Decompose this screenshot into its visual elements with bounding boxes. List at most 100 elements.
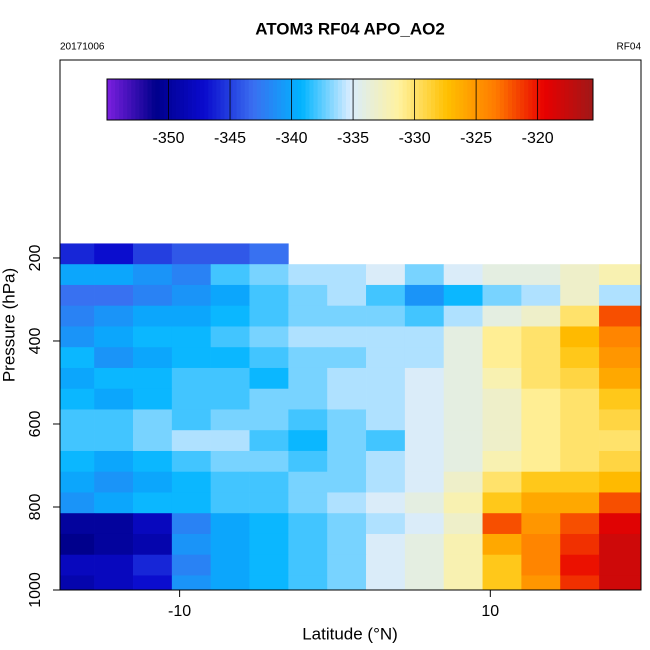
heatmap-cell xyxy=(210,513,250,535)
heatmap-cell xyxy=(210,347,250,369)
heatmap-cell xyxy=(210,533,250,556)
colorbar-swatch xyxy=(167,79,173,120)
heatmap-cell xyxy=(60,388,95,410)
colorbar-swatch xyxy=(196,79,201,120)
heatmap-cell xyxy=(133,492,173,514)
heatmap-cell xyxy=(133,409,173,431)
heatmap-cell xyxy=(560,326,600,348)
colorbar-swatch xyxy=(151,79,156,120)
heatmap-cell xyxy=(599,305,641,327)
heatmap-cell xyxy=(171,575,211,590)
heatmap-cell xyxy=(366,450,406,473)
heatmap-cell xyxy=(327,388,367,410)
heatmap-cell xyxy=(366,554,406,576)
heatmap-cell xyxy=(443,575,483,590)
colorbar-swatch xyxy=(536,79,541,120)
colorbar-swatch xyxy=(516,79,521,120)
colorbar-swatch xyxy=(244,79,250,120)
heatmap-cell xyxy=(599,492,641,514)
heatmap-cell xyxy=(366,492,406,514)
heatmap-cell xyxy=(560,430,600,452)
colorbar-swatch xyxy=(422,79,428,120)
heatmap-cell xyxy=(599,409,641,431)
heatmap-cell xyxy=(482,409,522,431)
heatmap-cell xyxy=(599,430,641,452)
subtitle-right: RF04 xyxy=(617,42,642,53)
heatmap-cell xyxy=(599,388,641,410)
heatmap-cell xyxy=(133,367,173,390)
heatmap-cell xyxy=(366,430,406,452)
heatmap-cell xyxy=(443,430,483,452)
subtitle-left: 20171006 xyxy=(60,42,105,53)
colorbar-swatch xyxy=(252,79,258,120)
heatmap-cell xyxy=(443,554,483,576)
heatmap-cell xyxy=(521,367,561,390)
colorbar-tick-label: -340 xyxy=(276,130,308,147)
colorbar-swatch xyxy=(406,79,412,120)
heatmap-cell xyxy=(60,513,95,535)
colorbar-swatch xyxy=(183,79,189,120)
colorbar-swatch xyxy=(236,79,242,120)
heatmap-cell xyxy=(327,533,367,556)
heatmap-cell xyxy=(133,430,173,452)
colorbar-swatch xyxy=(520,79,525,120)
colorbar-swatch xyxy=(362,79,367,120)
y-axis-label: Pressure (hPa) xyxy=(0,268,18,382)
heatmap-cell xyxy=(327,450,367,473)
colorbar-tick-label: -325 xyxy=(460,130,492,147)
heatmap-cell xyxy=(133,388,173,410)
heatmap-cell xyxy=(60,450,95,473)
heatmap-cell xyxy=(521,450,561,473)
heatmap-cell xyxy=(521,471,561,493)
heatmap-cell xyxy=(482,367,522,390)
x-tick-label: -10 xyxy=(168,603,191,620)
colorbar-swatch xyxy=(354,79,359,120)
colorbar-swatch xyxy=(188,79,193,120)
heatmap-cell xyxy=(94,513,134,535)
colorbar-swatch xyxy=(345,79,351,120)
colorbar-swatch xyxy=(127,79,132,120)
colorbar-tick-label: -320 xyxy=(522,130,554,147)
colorbar-swatch xyxy=(240,79,246,120)
heatmap-cell xyxy=(560,554,600,576)
heatmap-cell xyxy=(521,284,561,307)
heatmap-cell xyxy=(60,326,95,348)
heatmap-cell xyxy=(249,367,289,390)
heatmap-cell xyxy=(171,367,211,390)
colorbar-swatch xyxy=(313,79,318,120)
heatmap-cell xyxy=(599,554,641,576)
heatmap-cell xyxy=(327,492,367,514)
heatmap-cell xyxy=(249,492,289,514)
heatmap-cell xyxy=(404,326,445,348)
heatmap-cell xyxy=(327,409,367,431)
colorbar-swatch xyxy=(123,79,128,120)
heatmap-cell xyxy=(404,450,445,473)
heatmap-cell xyxy=(599,471,641,493)
heatmap-cell xyxy=(327,305,367,327)
heatmap-cell xyxy=(60,367,95,390)
colorbar-swatch xyxy=(119,79,124,120)
colorbar-swatch xyxy=(382,79,387,120)
heatmap-cell xyxy=(404,471,445,493)
heatmap-cell xyxy=(171,388,211,410)
heatmap-cell xyxy=(482,554,522,576)
heatmap-cell xyxy=(288,409,328,431)
heatmap-cell xyxy=(171,513,211,535)
heatmap-cell xyxy=(521,430,561,452)
colorbar-swatch xyxy=(220,79,225,120)
heatmap-cell xyxy=(560,450,600,473)
heatmap-cell xyxy=(94,471,134,493)
heatmap-cell xyxy=(171,450,211,473)
heatmap-cell xyxy=(443,471,483,493)
heatmap-cell xyxy=(560,575,600,590)
heatmap-cell xyxy=(443,388,483,410)
heatmap-cell xyxy=(366,326,406,348)
colorbar-swatch xyxy=(135,79,140,120)
heatmap-cell xyxy=(327,513,367,535)
heatmap-cell xyxy=(560,388,600,410)
heatmap-cell xyxy=(404,533,445,556)
y-tick-label: 600 xyxy=(27,411,44,438)
colorbar-swatch xyxy=(467,79,472,120)
heatmap-cell xyxy=(249,347,289,369)
colorbar-swatch xyxy=(269,79,274,120)
